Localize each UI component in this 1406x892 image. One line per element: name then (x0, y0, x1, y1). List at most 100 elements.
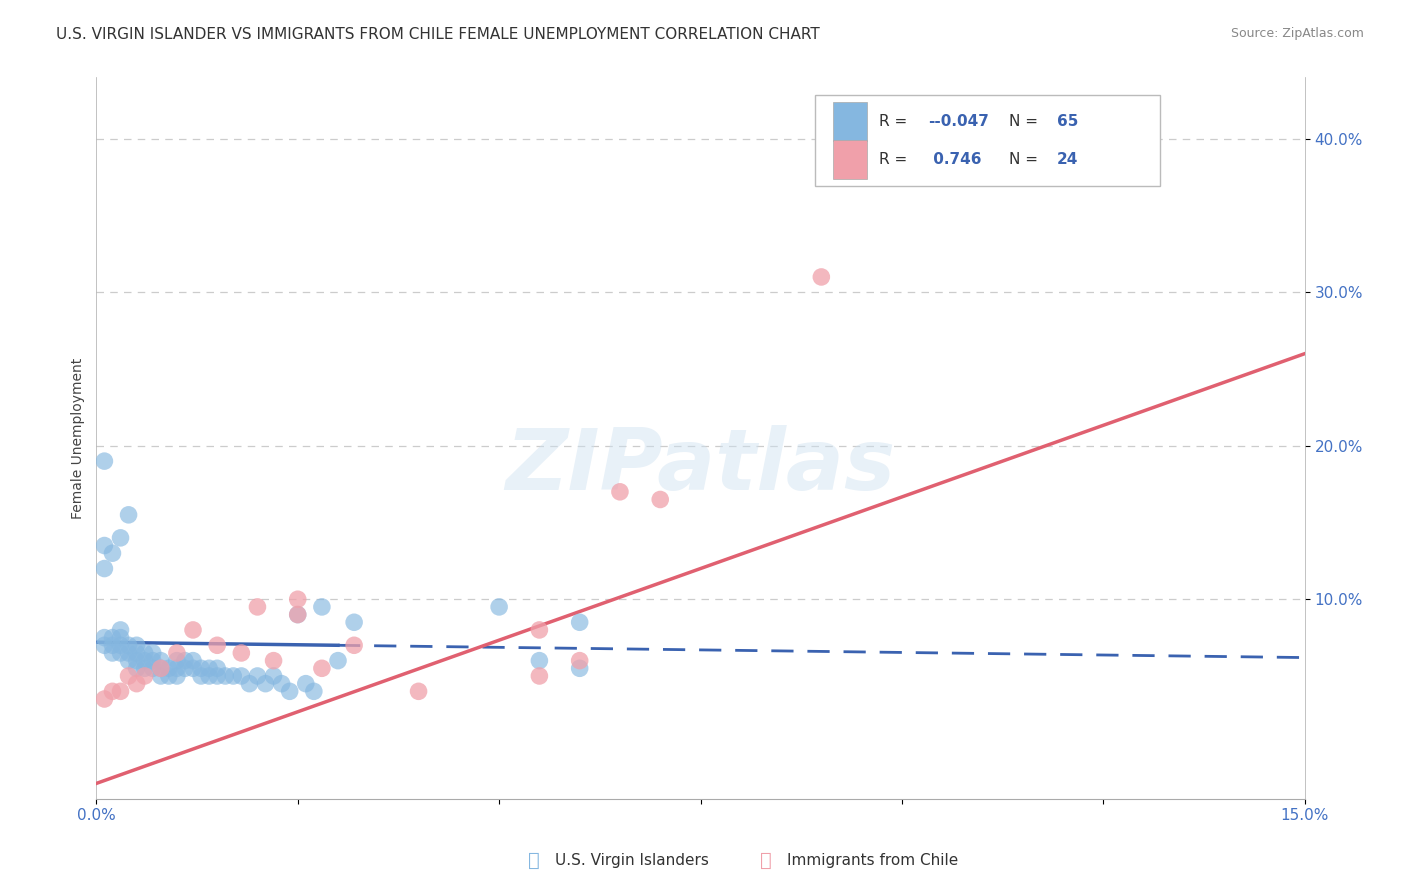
Text: ⬜: ⬜ (761, 851, 772, 871)
Point (101, 684, 124, 698)
Text: ZIPatlas: ZIPatlas (505, 425, 896, 508)
Point (529, 654, 551, 668)
Point (125, 676, 148, 690)
Point (110, 638, 132, 652)
Point (117, 654, 139, 668)
Point (134, 654, 156, 668)
Point (174, 661, 197, 675)
Point (110, 684, 132, 698)
Point (125, 646, 148, 660)
Point (149, 661, 172, 675)
Point (93, 692, 115, 706)
Point (263, 669, 285, 683)
Text: Immigrants from Chile: Immigrants from Chile (787, 854, 959, 868)
Point (149, 661, 172, 675)
Y-axis label: Female Unemployment: Female Unemployment (72, 358, 86, 519)
Point (157, 661, 180, 675)
Point (246, 599, 269, 614)
Point (166, 646, 188, 660)
Point (246, 669, 269, 683)
Point (190, 669, 212, 683)
Point (278, 684, 301, 698)
Point (117, 508, 139, 522)
Point (181, 661, 204, 675)
Point (149, 654, 172, 668)
Point (343, 615, 366, 630)
Point (238, 676, 260, 690)
Point (101, 546, 124, 560)
Point (134, 661, 156, 675)
Point (231, 669, 253, 683)
Point (134, 669, 156, 683)
Point (529, 623, 551, 637)
Point (270, 676, 292, 690)
Point (142, 646, 165, 660)
Point (650, 492, 672, 507)
Text: 0.746: 0.746 (928, 153, 981, 167)
Point (110, 631, 132, 645)
Point (488, 599, 510, 614)
Point (190, 661, 212, 675)
Point (142, 654, 165, 668)
Point (810, 269, 832, 284)
Point (110, 646, 132, 660)
Text: N =: N = (1008, 114, 1042, 129)
Point (311, 661, 333, 675)
Point (205, 669, 228, 683)
Point (287, 607, 309, 622)
Bar (834, 140, 868, 179)
Point (302, 684, 325, 698)
Point (568, 615, 591, 630)
Text: U.S. VIRGIN ISLANDER VS IMMIGRANTS FROM CHILE FEMALE UNEMPLOYMENT CORRELATION CH: U.S. VIRGIN ISLANDER VS IMMIGRANTS FROM … (56, 27, 820, 42)
Point (93, 539, 115, 553)
Point (263, 654, 285, 668)
Point (166, 654, 188, 668)
Text: Source: ZipAtlas.com: Source: ZipAtlas.com (1230, 27, 1364, 40)
Point (93, 638, 115, 652)
Point (408, 684, 430, 698)
Point (198, 661, 221, 675)
Point (294, 676, 316, 690)
Point (110, 623, 132, 637)
Point (157, 669, 180, 683)
Point (326, 654, 349, 668)
Point (101, 646, 124, 660)
Point (166, 669, 188, 683)
Point (181, 623, 204, 637)
Point (568, 661, 591, 675)
Point (142, 661, 165, 675)
Text: R =: R = (879, 153, 912, 167)
Bar (834, 102, 868, 141)
Text: N =: N = (1008, 153, 1042, 167)
Point (198, 669, 221, 683)
Point (254, 676, 277, 690)
Point (529, 669, 551, 683)
Point (166, 661, 188, 675)
Point (101, 638, 124, 652)
Point (93, 561, 115, 575)
Point (181, 654, 204, 668)
Text: ⬜: ⬜ (529, 851, 540, 871)
Point (609, 484, 631, 499)
Point (214, 669, 236, 683)
Point (205, 661, 228, 675)
Point (117, 638, 139, 652)
Point (117, 646, 139, 660)
Point (134, 646, 156, 660)
Point (205, 638, 228, 652)
Text: U.S. Virgin Islanders: U.S. Virgin Islanders (555, 854, 709, 868)
Point (125, 638, 148, 652)
Point (125, 661, 148, 675)
FancyBboxPatch shape (815, 95, 1160, 186)
Text: --0.047: --0.047 (928, 114, 988, 129)
Point (222, 669, 245, 683)
Point (311, 599, 333, 614)
Point (231, 646, 253, 660)
Point (93, 631, 115, 645)
Point (110, 531, 132, 545)
Point (174, 654, 197, 668)
Point (287, 592, 309, 607)
Text: R =: R = (879, 114, 912, 129)
Point (117, 669, 139, 683)
Text: 24: 24 (1057, 153, 1078, 167)
